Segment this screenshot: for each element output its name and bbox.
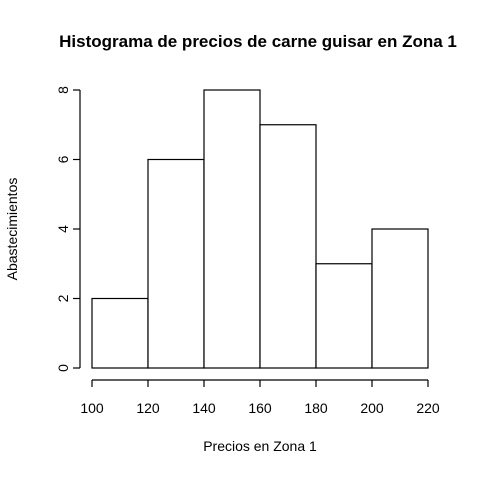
y-tick-label: 4 [55, 225, 71, 233]
x-axis: 100 120 140 160 180 200 220 [80, 379, 440, 416]
x-tick-label: 140 [192, 400, 216, 416]
histogram-bar-160-180 [259, 124, 317, 369]
x-axis-label: Precios en Zona 1 [203, 438, 317, 454]
y-axis: 0 2 4 6 8 [55, 86, 81, 372]
x-tick-label: 100 [80, 400, 104, 416]
histogram-bar-120-140 [147, 158, 205, 369]
x-tick-label: 120 [136, 400, 160, 416]
bars-group [91, 89, 429, 369]
histogram-bar-200-220 [371, 228, 429, 369]
chart-title: Histograma de precios de carne guisar en… [59, 32, 457, 51]
x-tick-label: 220 [416, 400, 440, 416]
x-tick-label: 180 [304, 400, 328, 416]
histogram-bar-140-160 [203, 89, 261, 369]
y-tick-label: 8 [55, 86, 71, 94]
histogram-bar-180-200 [315, 263, 373, 369]
x-tick-label: 200 [360, 400, 384, 416]
y-tick-label: 0 [55, 364, 71, 372]
x-tick-label: 160 [248, 400, 272, 416]
y-tick-label: 6 [55, 155, 71, 163]
y-axis-label: Abastecimientos [4, 178, 20, 281]
y-tick-label: 2 [55, 294, 71, 302]
histogram-bar-100-120 [91, 297, 149, 369]
